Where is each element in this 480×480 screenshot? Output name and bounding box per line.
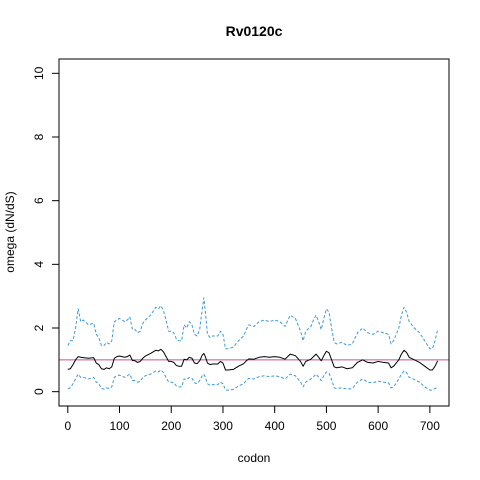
y-tick-label: 4 — [32, 261, 46, 268]
y-tick-label: 6 — [32, 197, 46, 204]
x-tick-label: 0 — [64, 419, 71, 433]
upper-bound-line — [67, 297, 439, 350]
chart-title: Rv0120c — [226, 23, 283, 39]
x-tick-label: 200 — [161, 419, 181, 433]
x-tick-label: 100 — [110, 419, 130, 433]
lower-bound-line — [67, 369, 438, 391]
x-tick-label: 500 — [316, 419, 336, 433]
plot-frame — [58, 58, 450, 407]
y-axis-label: omega (dN/dS) — [3, 191, 17, 272]
y-tick-label: 8 — [32, 133, 46, 140]
omega-line — [67, 348, 439, 371]
x-axis-label: codon — [238, 451, 271, 465]
series-group — [67, 297, 439, 391]
x-tick-label: 600 — [368, 419, 388, 433]
x-axis: 0 100 200 300 400 500 600 700 — [64, 405, 440, 433]
x-tick-label: 400 — [265, 419, 285, 433]
y-tick-label: 0 — [32, 388, 46, 395]
x-tick-label: 300 — [213, 419, 233, 433]
y-tick-label: 10 — [32, 66, 46, 80]
y-axis: 0 2 4 6 8 10 — [32, 66, 60, 395]
y-tick-label: 2 — [32, 324, 46, 331]
x-tick-label: 700 — [420, 419, 440, 433]
